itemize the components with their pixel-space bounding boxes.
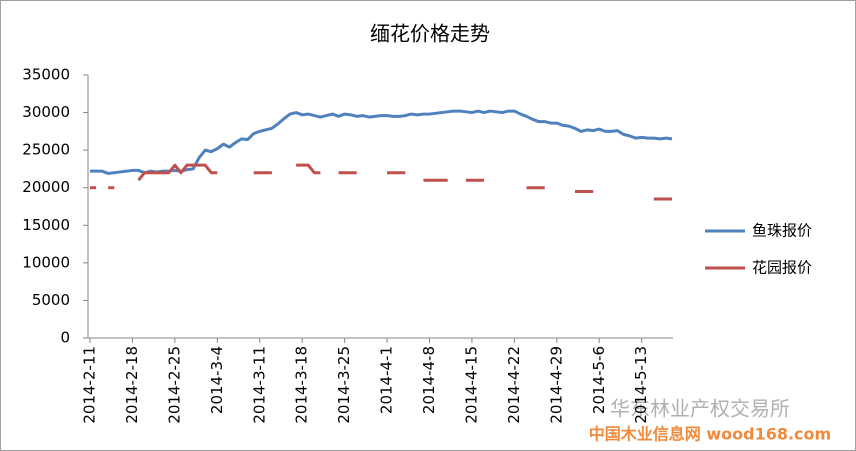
x-tick-label: 2014-4-22 — [505, 346, 523, 424]
x-tick-label: 2014-4-8 — [420, 346, 438, 414]
y-tick-label: 15000 — [22, 216, 70, 234]
y-tick-label: 5000 — [32, 291, 70, 309]
y-tick-label: 20000 — [22, 178, 70, 196]
y-tick-label: 35000 — [22, 66, 70, 84]
watermark: 华东林业产权交易所 — [610, 397, 790, 421]
legend-label: 鱼珠报价 — [752, 222, 812, 240]
x-tick-label: 2014-3-18 — [293, 346, 311, 424]
y-tick-label: 0 — [60, 329, 70, 347]
x-tick-label: 2014-5-6 — [590, 346, 608, 414]
x-tick-label: 2014-4-29 — [547, 346, 565, 424]
y-tick-label: 30000 — [22, 103, 70, 121]
x-tick-label: 2014-3-4 — [208, 346, 226, 414]
x-tick-label: 2014-2-11 — [81, 346, 99, 424]
y-tick-label: 25000 — [22, 141, 70, 159]
x-tick-label: 2014-3-25 — [335, 346, 353, 424]
x-tick-label: 2014-2-18 — [123, 346, 141, 424]
chart-title: 缅花价格走势 — [370, 22, 490, 46]
x-tick-label: 2014-5-13 — [632, 346, 650, 424]
series-line — [137, 163, 218, 182]
x-tick-label: 2014-4-15 — [462, 346, 480, 424]
x-tick-label: 2014-3-11 — [250, 346, 268, 424]
series-line — [90, 109, 673, 175]
y-tick-label: 10000 — [22, 253, 70, 271]
x-tick-label: 2014-4-1 — [378, 346, 396, 414]
watermark: 中国木业信息网 wood168.com — [589, 425, 831, 444]
series-line — [296, 163, 321, 175]
legend-label: 花园报价 — [752, 259, 812, 277]
x-tick-label: 2014-2-25 — [165, 346, 183, 424]
